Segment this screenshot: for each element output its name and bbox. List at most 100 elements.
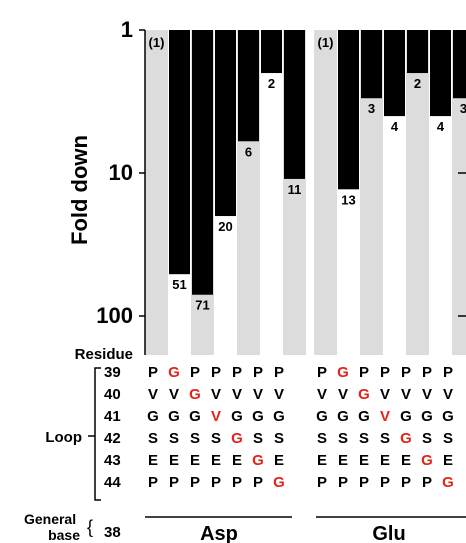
bar-value-label: 2 (414, 76, 421, 91)
residue-letter: P (338, 474, 348, 491)
residue-letter: G (337, 408, 349, 425)
residue-letter: G (231, 408, 243, 425)
residue-letter: S (338, 430, 348, 447)
stripe (406, 30, 429, 355)
residue-letter: V (148, 386, 158, 403)
residue-letter: P (401, 364, 411, 381)
residue-letter: P (253, 364, 263, 381)
y-tick-label: 1 (121, 17, 133, 42)
residue-letter: V (338, 386, 348, 403)
residue-letter: P (190, 364, 200, 381)
residue-letter: G (252, 408, 264, 425)
bar-value-label: 6 (245, 144, 252, 159)
bar (453, 30, 466, 99)
residue-letter: V (274, 386, 284, 403)
y-axis-label: Fold down (67, 135, 92, 245)
residue-letter: P (359, 364, 369, 381)
bar (384, 30, 405, 117)
brackets: { (87, 367, 101, 537)
bar-value-label: (1) (149, 35, 165, 50)
residue-letter: P (148, 474, 158, 491)
y-axis: 1 10 100 (96, 17, 466, 355)
bar (361, 30, 382, 99)
residue-letter: P (317, 474, 327, 491)
residue-letter: P (380, 474, 390, 491)
stripe (314, 30, 337, 355)
residue-letter: P (422, 364, 432, 381)
bar (192, 30, 213, 295)
residue-letter: G (147, 408, 159, 425)
residue-letter: G (421, 452, 433, 469)
residue-header: Residue (75, 346, 133, 363)
residue-letter: V (211, 386, 221, 403)
residue-letter: E (338, 452, 348, 469)
residue-letter: S (443, 430, 453, 447)
group-label: Asp (200, 523, 238, 543)
residue-position: 42 (104, 430, 121, 447)
group-label: Glu (372, 523, 405, 543)
residue-position: 43 (104, 452, 121, 469)
bar-value-label: 11 (288, 182, 302, 197)
residue-letter: V (380, 408, 390, 425)
bar-value-label: 4 (391, 119, 399, 134)
residue-letter: P (211, 364, 221, 381)
residue-letter: G (400, 408, 412, 425)
residue-letter: G (273, 408, 285, 425)
bar-value-label: (1) (318, 35, 334, 50)
residue-letter: E (232, 452, 242, 469)
residue-letter: P (211, 474, 221, 491)
residue-letter: S (380, 430, 390, 447)
stripe (360, 30, 383, 355)
residue-letter: E (380, 452, 390, 469)
residue-letter: G (358, 408, 370, 425)
residue-letter: E (359, 452, 369, 469)
residue-letter: E (401, 452, 411, 469)
bar-value-label: 71 (195, 298, 209, 313)
bar (430, 30, 451, 117)
residue-letter: E (211, 452, 221, 469)
residue-letter: S (169, 430, 179, 447)
stripe (452, 30, 466, 355)
loop-bracket (94, 367, 101, 501)
bar (284, 30, 305, 179)
residue-letter: P (317, 364, 327, 381)
residue-letter: V (380, 386, 390, 403)
bar (169, 30, 190, 275)
residue-letter: G (168, 364, 180, 381)
residue-letter: G (442, 474, 454, 491)
bar-value-label: 3 (460, 101, 466, 116)
residue-letter: P (401, 474, 411, 491)
residue-letter: P (380, 364, 390, 381)
y-tick-label: 100 (96, 303, 133, 328)
residue-letter: G (421, 408, 433, 425)
residue-letter: E (443, 452, 453, 469)
residue-letter: P (190, 474, 200, 491)
residue-letter: S (359, 430, 369, 447)
residue-letter: V (169, 386, 179, 403)
residue-letter: E (148, 452, 158, 469)
residue-letter: S (211, 430, 221, 447)
residue-letter: P (232, 364, 242, 381)
residue-letter: G (442, 408, 454, 425)
bar (215, 30, 236, 217)
residue-letter: P (148, 364, 158, 381)
residue-letter: P (422, 474, 432, 491)
residue-letter: P (359, 474, 369, 491)
stripe (145, 30, 168, 355)
residue-letter: V (253, 386, 263, 403)
general-base-bracket: { (87, 517, 93, 537)
residue-letter: E (274, 452, 284, 469)
loop-label: Loop (45, 429, 82, 446)
residue-letter: S (253, 430, 263, 447)
residue-letter: S (148, 430, 158, 447)
residue-letter: E (190, 452, 200, 469)
bar (261, 30, 282, 74)
residue-position: 40 (104, 386, 121, 403)
bar-value-label: 20 (218, 219, 232, 234)
residue-letter: V (443, 386, 453, 403)
residue-table: 39 P G P P P P P P G P P P P P40 V V G V V V V V V G V V V V41 G G G V G G… (104, 364, 454, 543)
residue-letter: P (443, 364, 453, 381)
residue-letter: G (252, 452, 264, 469)
